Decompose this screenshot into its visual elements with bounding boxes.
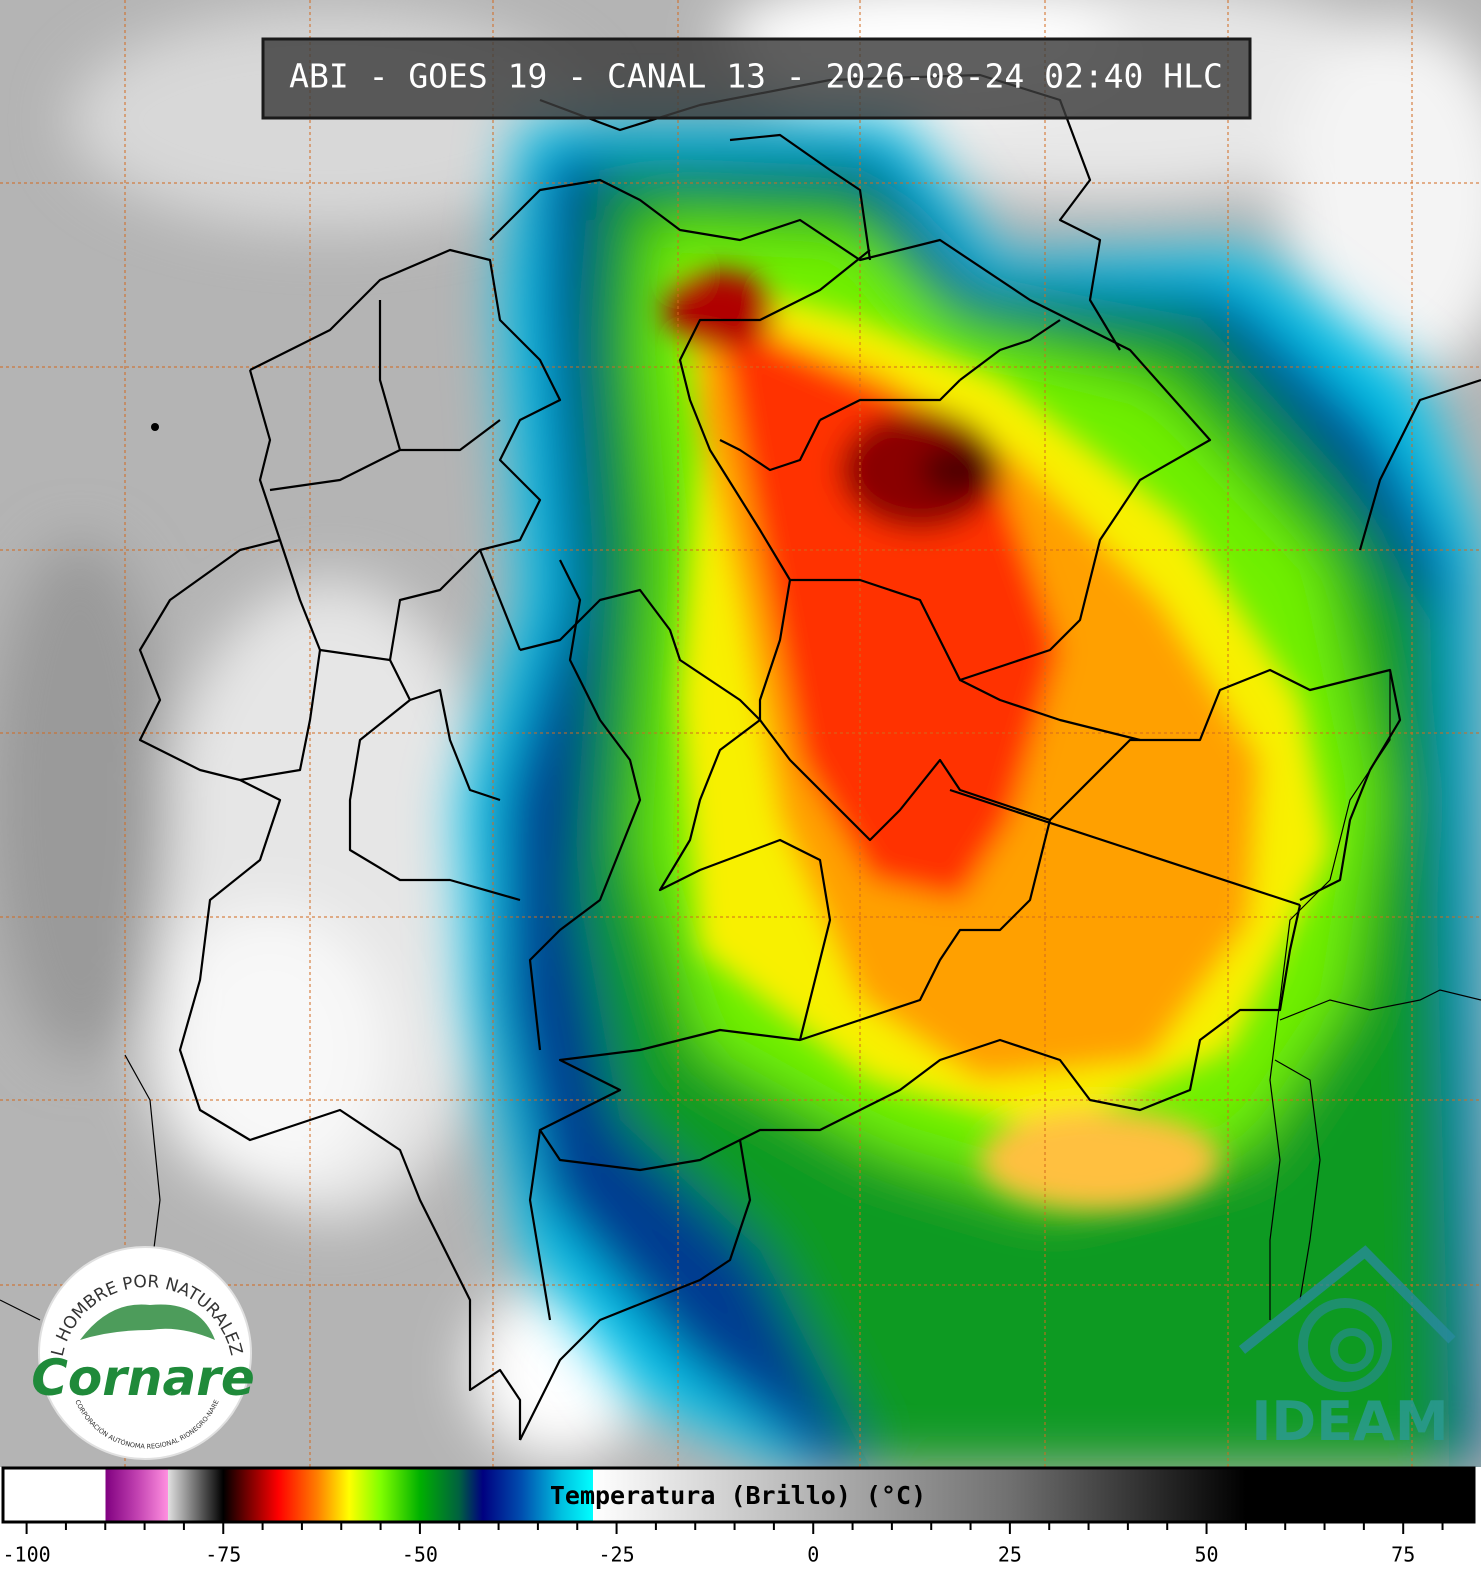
tick-label: -50 — [402, 1543, 438, 1567]
tick-label: -100 — [3, 1543, 51, 1567]
title: ABI - GOES 19 - CANAL 13 - 2026-08-24 02… — [289, 57, 1223, 96]
ideam-logo: IDEAM — [1238, 1245, 1456, 1453]
tick-label: 50 — [1194, 1543, 1218, 1567]
tick-label: 25 — [998, 1543, 1022, 1567]
colorbar-fill — [1, 1466, 1476, 1524]
tick-label: 75 — [1391, 1543, 1415, 1567]
colorbar: Temperatura (Brillo) (°C) — [1, 1466, 1476, 1524]
colorbar-label: Temperatura (Brillo) (°C) — [550, 1481, 926, 1510]
ideam-name: IDEAM — [1251, 1390, 1448, 1453]
tick-label: -75 — [205, 1543, 241, 1567]
tick-label: 0 — [807, 1543, 819, 1567]
tick-label: -25 — [599, 1543, 635, 1567]
graticule — [0, 0, 1481, 1467]
cornare-name: Cornare — [31, 1349, 255, 1407]
imagery: IDEAM — [0, 0, 1481, 1467]
title-box: ABI - GOES 19 - CANAL 13 - 2026-08-24 02… — [261, 37, 1252, 120]
